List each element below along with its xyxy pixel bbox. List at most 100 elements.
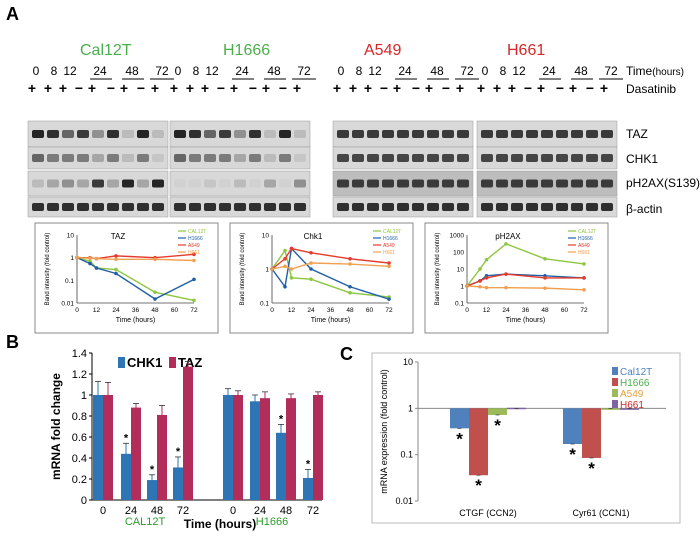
y-tick-label: 1 [408, 403, 413, 413]
blot-band [189, 203, 201, 211]
x-tick-label: 72 [190, 307, 198, 314]
significance-star: * [176, 446, 181, 458]
blot-band [367, 203, 379, 211]
cell-line-label-cal12t: Cal12T [80, 42, 132, 59]
bar [233, 395, 243, 500]
blot-band [586, 130, 598, 138]
blot-band [397, 203, 409, 211]
western-blots [27, 120, 618, 218]
bar [147, 480, 157, 500]
y-tick-label: 10 [457, 267, 465, 274]
time-tick-label: 24 [93, 64, 107, 78]
time-tick-label: 48 [267, 64, 281, 78]
blot-band [337, 154, 349, 162]
data-point [348, 262, 352, 266]
blot-band [367, 154, 379, 162]
data-point [504, 272, 508, 276]
blot-band [32, 130, 44, 138]
blot-band [337, 179, 349, 188]
y-tick-label: 1 [81, 390, 87, 402]
blot-band [427, 130, 439, 138]
time-tick-label: 24 [398, 64, 412, 78]
blot-band [601, 130, 613, 138]
dasatinib-sign: + [186, 80, 194, 96]
x-tick-label: 0 [100, 505, 106, 517]
data-point [543, 256, 547, 261]
series-line [271, 247, 390, 300]
chart-title: pH2AX [495, 232, 521, 241]
x-axis-label: Time (hours) [506, 317, 545, 324]
dasatinib-sign: − [75, 80, 83, 96]
blot-band [77, 130, 89, 138]
dasatinib-sign: − [586, 80, 594, 96]
blot-band [556, 130, 568, 138]
dasatinib-sign: + [349, 80, 357, 96]
y-tick-label: 0 [81, 495, 87, 507]
series-line [76, 256, 195, 302]
blot-band [442, 130, 454, 138]
bar [250, 401, 260, 500]
significance-star: * [588, 459, 595, 478]
cell-line-label-h1666: H1666 [223, 42, 270, 59]
bar [276, 432, 286, 500]
data-point [289, 276, 294, 280]
blot-band [526, 130, 538, 138]
group-label: H1666 [256, 516, 288, 528]
legend-label: A549 [188, 243, 200, 249]
y-tick-label: 0.01 [61, 301, 74, 308]
blot-band [107, 154, 119, 162]
time-tick-label: 24 [542, 64, 556, 78]
group-label: CAL12T [125, 516, 166, 528]
time-tick-label: 48 [125, 64, 139, 78]
bar [93, 395, 103, 500]
blot-band [541, 154, 553, 162]
significance-star: * [124, 432, 129, 444]
x-tick-label: 0 [230, 505, 236, 517]
data-point [88, 261, 92, 266]
y-tick-label: 0.1 [455, 301, 464, 308]
blot-band [382, 154, 394, 162]
data-point [153, 290, 157, 294]
time-row: 0 8 12 24 48 72 0 8 12 24 48 72 0 8 12 24 48 72 0 8 12 24 48 72 [33, 64, 623, 80]
blot-band [92, 203, 104, 211]
blot-band [442, 203, 454, 211]
blot-label-actin: β-actin [626, 202, 662, 216]
dasatinib-sign: + [508, 80, 516, 96]
y-tick-label: 0.1 [65, 278, 74, 285]
series-line [76, 256, 195, 262]
bar [488, 408, 507, 415]
blot-band [234, 130, 246, 138]
blot-band [337, 130, 349, 138]
dasatinib-sign: − [412, 80, 420, 96]
blot-band [249, 130, 261, 138]
blot-band [571, 179, 583, 188]
significance-star: * [456, 429, 463, 448]
y-tick-label: 1 [460, 284, 464, 291]
significance-star: * [494, 416, 501, 435]
time-unit: (hours) [652, 67, 684, 78]
category-label: Cyr61 (CCN1) [572, 508, 629, 518]
blot-band [601, 154, 613, 162]
bar [223, 395, 233, 500]
legend-swatch [612, 378, 618, 386]
bar [260, 398, 270, 500]
y-tick-label: 100 [453, 250, 464, 257]
blot-band [204, 154, 216, 162]
blot-band [601, 203, 613, 211]
data-point [348, 256, 352, 261]
category-label: CTGF (CCN2) [459, 508, 517, 518]
dasatinib-sign: + [59, 80, 67, 96]
time-tick-label: 12 [512, 64, 526, 78]
dasatinib-sign: + [170, 80, 178, 96]
blot-band [481, 130, 493, 138]
blot-band [204, 203, 216, 211]
blot-band [219, 130, 231, 138]
blot-band [77, 154, 89, 162]
blot-band [77, 179, 89, 188]
blot-band [152, 179, 164, 188]
x-tick-label: 0 [270, 307, 274, 314]
dasatinib-sign: + [456, 80, 464, 96]
time-word: Time [626, 64, 653, 78]
time-tick-label: 8 [51, 64, 58, 78]
blot-band [137, 203, 149, 211]
